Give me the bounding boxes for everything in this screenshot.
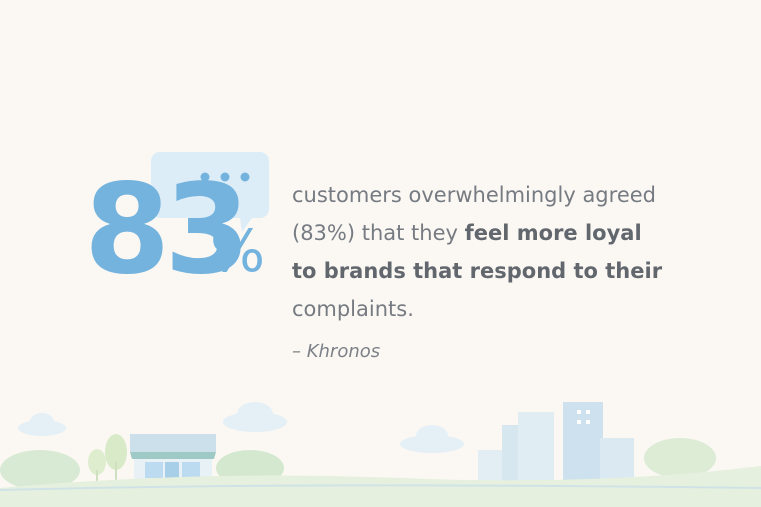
quote-text: (83%) that they [292, 221, 465, 245]
dot [220, 172, 230, 182]
ground [0, 466, 761, 507]
quote-line: (83%) that they feel more loyal [292, 214, 662, 252]
quote-text: complaints. [292, 297, 414, 321]
dot [240, 172, 250, 182]
speech-bubble [151, 152, 269, 232]
quote-emphasis: feel more loyal [464, 221, 642, 245]
buildings [478, 402, 634, 488]
quote-line: customers overwhelmingly agreed [292, 176, 662, 214]
dot [200, 172, 210, 182]
stat-unit: % [210, 217, 266, 285]
clouds [18, 402, 464, 453]
trees [0, 434, 716, 490]
quote-emphasis: to brands that respond to their [292, 259, 663, 283]
stat-number: 83 [84, 158, 251, 302]
quote-line: complaints. [292, 290, 662, 328]
quote-line: to brands that respond to their [292, 252, 662, 290]
path [0, 484, 761, 491]
quote-text: customers overwhelmingly agreed [292, 183, 656, 207]
quote: customers overwhelmingly agreed (83%) tha… [292, 176, 662, 328]
attribution: – Khronos [292, 341, 381, 362]
